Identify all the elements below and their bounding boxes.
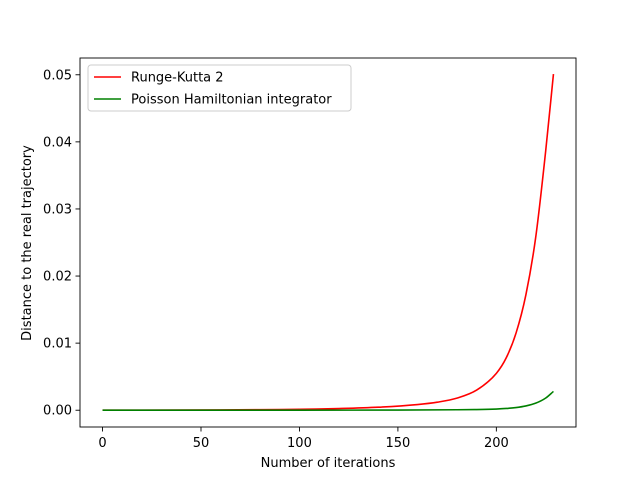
y-tick-label: 0.01 bbox=[43, 337, 72, 352]
y-tick-label: 0.03 bbox=[43, 202, 72, 217]
legend-frame bbox=[87, 64, 352, 112]
x-tick-label: 50 bbox=[193, 436, 210, 451]
x-tick-label: 100 bbox=[287, 436, 312, 451]
y-axis-label: Distance to the real trajectory bbox=[20, 145, 35, 341]
legend-label-0: Runge-Kutta 2 bbox=[131, 71, 224, 86]
legend: Runge-Kutta 2 Poisson Hamiltonian integra… bbox=[87, 64, 352, 112]
x-axis-label: Number of iterations bbox=[261, 456, 396, 471]
plot-area bbox=[79, 57, 577, 428]
series-line-1 bbox=[102, 390, 554, 412]
axes-frame bbox=[79, 57, 577, 428]
y-tick-label: 0.02 bbox=[43, 270, 72, 285]
y-tick-label: 0.00 bbox=[43, 404, 72, 419]
x-tick-label: 0 bbox=[98, 436, 106, 451]
legend-label-1: Poisson Hamiltonian integrator bbox=[131, 93, 332, 108]
x-tick-label: 150 bbox=[385, 436, 410, 451]
x-tick-label: 200 bbox=[484, 436, 509, 451]
y-tick-label: 0.05 bbox=[43, 68, 72, 83]
axis-ticks: 0 50 100 150 200 0.00 0.01 0.02 0.03 0.04 0.05 bbox=[43, 68, 509, 451]
y-tick-label: 0.04 bbox=[43, 135, 72, 150]
